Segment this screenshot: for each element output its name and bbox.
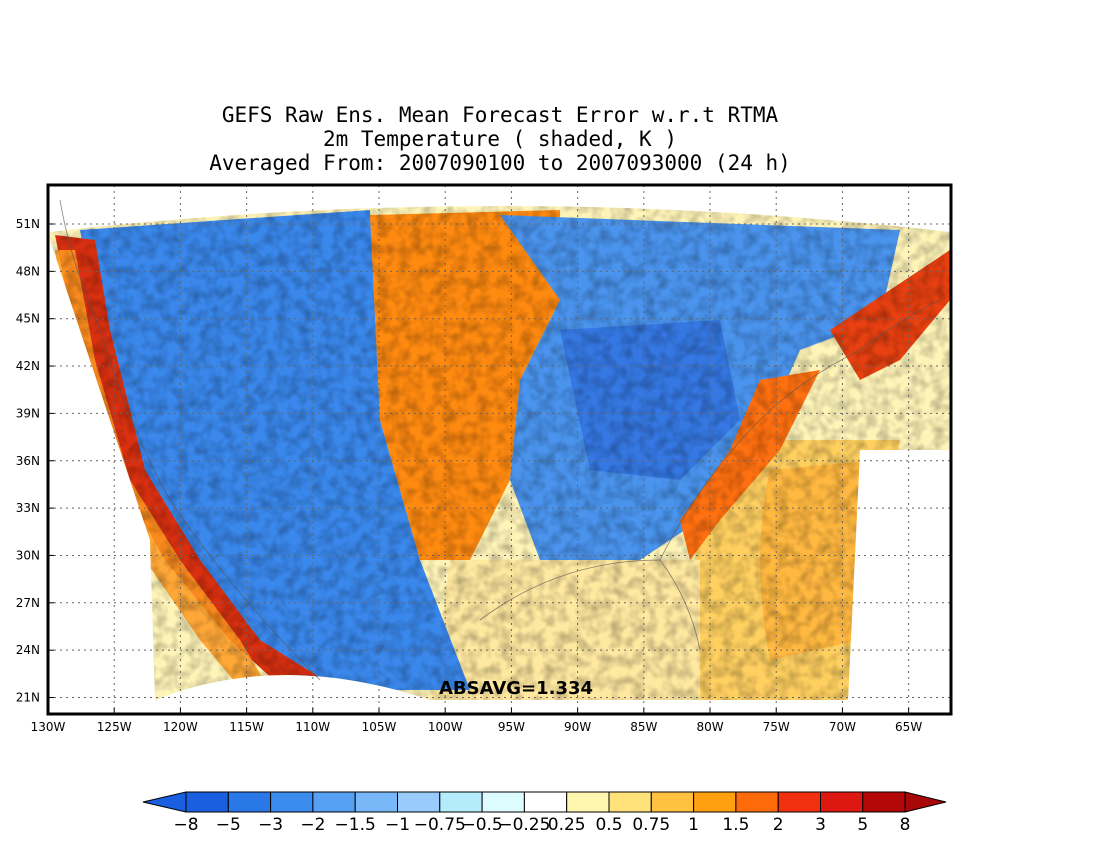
lat-label: 45N: [16, 312, 40, 326]
colorbar-swatch: [566, 791, 610, 813]
colorbar-swatch: [397, 791, 441, 813]
colorbar-label: −8: [173, 815, 198, 835]
map-title: GEFS Raw Ens. Mean Forecast Error w.r.t …: [221, 103, 779, 127]
lon-label: 120W: [163, 720, 198, 734]
lon-label: 95W: [498, 720, 525, 734]
lon-label: 125W: [97, 720, 132, 734]
colorbar-swatch: [820, 791, 864, 813]
colorbar-under-arrow: [142, 791, 187, 813]
lon-label: 130W: [31, 720, 66, 734]
lat-label: 30N: [16, 548, 40, 562]
lon-label: 65W: [895, 720, 922, 734]
colorbar-swatch: [650, 791, 695, 813]
colorbar-swatch: [735, 791, 779, 813]
colorbar-swatch: [777, 791, 822, 813]
colorbar-label: 0.75: [632, 815, 670, 835]
colorbar-over-arrow: [904, 791, 947, 813]
colorbar-label: 2: [773, 815, 784, 835]
map-date-range: Averaged From: 2007090100 to 2007093000 …: [209, 151, 791, 175]
colorbar-label: 1.5: [722, 815, 749, 835]
colorbar-label: 5: [857, 815, 868, 835]
colorbar-label: −2: [300, 815, 325, 835]
colorbar-label: 1: [688, 815, 699, 835]
lon-label: 100W: [428, 720, 463, 734]
coastlines: [59, 199, 941, 681]
lat-label: 27N: [16, 596, 40, 610]
colorbar-swatch: [227, 791, 272, 813]
colorbar-label: −3: [258, 815, 283, 835]
colorbar-swatch: [608, 791, 652, 813]
colorbar-label: −5: [216, 815, 241, 835]
colorbar-label: −0.5: [461, 815, 502, 835]
lon-label: 80W: [696, 720, 723, 734]
longitude-labels: 130W 125W 120W 115W 110W 105W 100W 95W 90W 85W 80W…: [31, 708, 922, 734]
lon-label: 85W: [630, 720, 657, 734]
colorbar-label: 0.5: [595, 815, 622, 835]
colorbar-swatch: [312, 791, 356, 813]
map-subtitle: 2m Temperature ( shaded, K ): [322, 127, 677, 151]
colorbar-swatch: [481, 791, 525, 813]
colorbar-swatch: [354, 791, 399, 813]
colorbar-label: 0.25: [548, 815, 586, 835]
latitude-labels: 51N 48N 45N 42N 39N 36N 33N 30N 27N 24N 21N: [16, 217, 54, 705]
colorbar-swatch: [185, 791, 229, 813]
shaded-field: [50, 206, 950, 700]
colorbar-swatch: [523, 791, 568, 813]
lat-label: 36N: [16, 454, 40, 468]
grid-lines: [48, 185, 951, 714]
colorbar-label: 8: [900, 815, 911, 835]
lon-label: 110W: [295, 720, 330, 734]
lon-label: 115W: [229, 720, 264, 734]
colorbar-label: −0.75: [414, 815, 466, 835]
lat-label: 21N: [16, 691, 40, 705]
lon-label: 75W: [763, 720, 790, 734]
lon-label: 105W: [362, 720, 397, 734]
lat-label: 42N: [16, 359, 40, 373]
lat-label: 48N: [16, 264, 40, 278]
colorbar-swatch: [862, 791, 906, 813]
lat-label: 24N: [16, 643, 40, 657]
colorbar-label: −1.5: [335, 815, 376, 835]
colorbar: −8 −5 −3 −2 −1.5 −1 −0.75−0.5−0.250.25 0.5 0.75 1…: [142, 791, 947, 835]
colorbar-label: 3: [815, 815, 826, 835]
lat-label: 39N: [16, 406, 40, 420]
colorbar-label: −1: [385, 815, 410, 835]
lat-label: 33N: [16, 501, 40, 515]
colorbar-swatch: [693, 791, 737, 813]
map-plot-area: [48, 185, 951, 714]
lon-label: 90W: [564, 720, 591, 734]
absavg-label: ABSAVG=1.334: [439, 678, 593, 699]
colorbar-swatch: [439, 791, 483, 813]
colorbar-swatch: [270, 791, 314, 813]
lat-label: 51N: [16, 217, 40, 231]
map-frame: [46, 183, 953, 716]
colorbar-label: −0.25: [498, 815, 550, 835]
lon-label: 70W: [829, 720, 856, 734]
